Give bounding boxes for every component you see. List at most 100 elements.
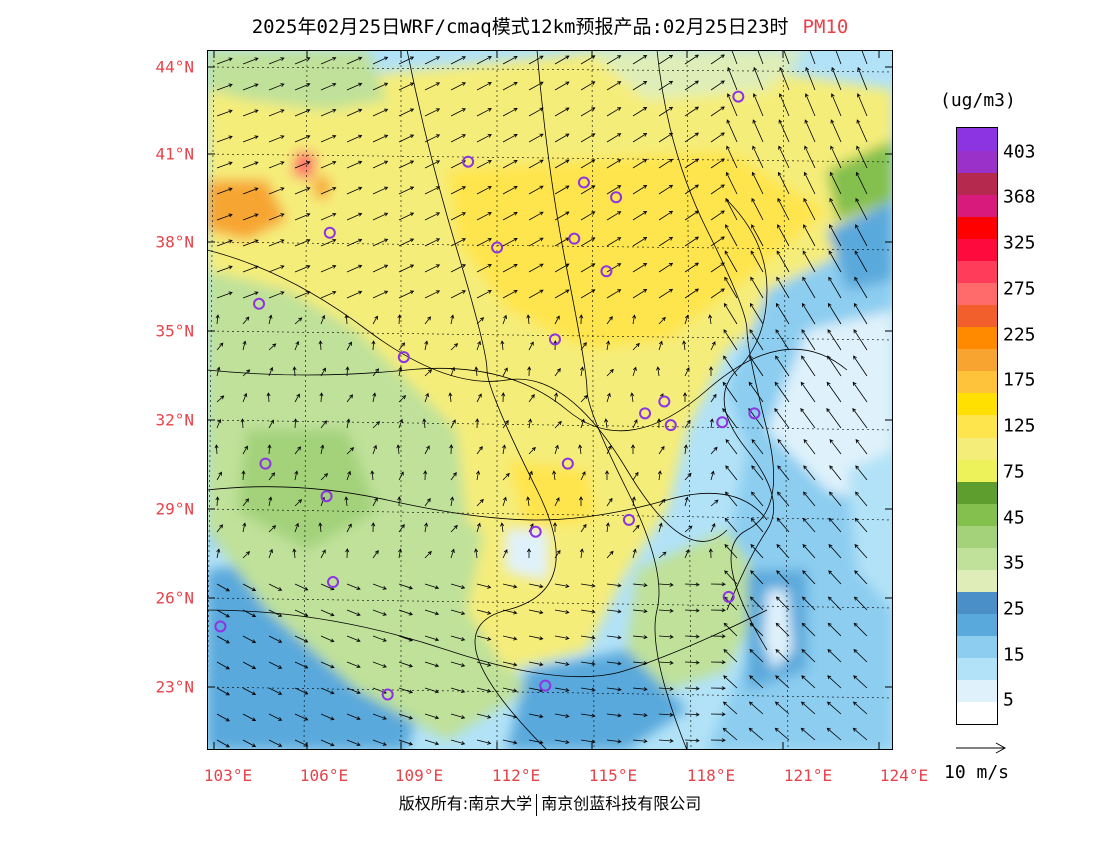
wind-vector (320, 56, 337, 65)
wind-vector (450, 548, 455, 559)
colorbar-segment (957, 260, 997, 283)
lat-label: 32°N (155, 410, 194, 430)
wind-vector (684, 582, 700, 587)
wind-vector (684, 236, 700, 247)
wind-vector (554, 687, 570, 692)
wind-vector (658, 712, 674, 717)
wind-vector (829, 171, 842, 195)
wind-vector (827, 596, 842, 611)
wind-vector (242, 498, 250, 507)
wind-vector (476, 160, 492, 169)
wind-vector (450, 108, 467, 117)
colorbar-label: 5 (1003, 689, 1014, 711)
wind-vector (372, 108, 389, 117)
wind-vector (398, 395, 407, 403)
wind-vector (398, 134, 415, 143)
wind-vector (724, 543, 738, 559)
wind-vector (861, 50, 868, 65)
wind-vector (242, 392, 248, 403)
wind-vector (424, 212, 441, 221)
wind-vector (606, 133, 622, 143)
wind-vector (856, 145, 868, 169)
wind-vector (398, 108, 415, 117)
wind-vector (658, 262, 674, 273)
wind-vector (710, 393, 717, 403)
wind-vector (346, 82, 363, 91)
wind-vector (783, 50, 790, 65)
wind-vector (423, 470, 428, 481)
wind-vector (710, 446, 718, 455)
wind-vector (775, 622, 790, 637)
wind-vector (346, 238, 363, 247)
wind-vector (268, 239, 285, 247)
wind-vector (502, 237, 518, 247)
wind-vector (216, 265, 233, 273)
wind-vector (294, 583, 309, 591)
station-marker (716, 416, 729, 429)
wind-vector (684, 288, 700, 299)
wind-vector (476, 108, 492, 117)
colorbar-segment (957, 459, 997, 482)
wind-vector (476, 134, 492, 143)
wind-vector (397, 314, 402, 325)
wind-vector (320, 212, 337, 221)
wind-vector (294, 265, 311, 273)
station-marker (253, 297, 266, 310)
wind-vector (632, 524, 640, 533)
wind-vector (802, 543, 816, 559)
colorbar-segment (957, 679, 997, 703)
wind-vector (268, 687, 283, 695)
wind-vector (828, 276, 842, 299)
wind-vector (749, 675, 764, 689)
wind-vector (800, 381, 816, 403)
wind-vector (580, 471, 586, 481)
wind-vector (632, 713, 648, 718)
wind-vector (372, 609, 387, 616)
wind-vector (450, 314, 455, 325)
wind-vector (268, 57, 285, 65)
wind-vector (722, 727, 738, 741)
title-main: 2025年02月25日WRF/cmaq模式12km预报产品:02月25日23时 (251, 16, 789, 38)
station-marker (561, 457, 574, 470)
wind-vector (809, 50, 816, 65)
wind-vector (528, 107, 544, 117)
wind-vector (346, 264, 363, 273)
wind-vector (552, 522, 558, 532)
wind-vector (725, 491, 738, 507)
wind-vector (320, 367, 326, 377)
wind-vector (398, 186, 415, 195)
wind-vector (658, 498, 666, 507)
colorbar-segment (957, 657, 997, 681)
wind-vector (580, 687, 596, 692)
wind-vector (684, 634, 700, 639)
wind-vector (216, 135, 233, 143)
wind-vector (554, 133, 570, 143)
wind-vector (476, 470, 481, 481)
wind-vector (852, 701, 868, 715)
lat-label: 23°N (155, 677, 194, 697)
wind-vector (606, 583, 622, 588)
wind-vector (684, 262, 700, 273)
wind-vector (826, 381, 842, 403)
wind-vector (346, 134, 363, 143)
wind-vector (606, 316, 613, 325)
wind-vector (855, 465, 868, 481)
wind-vector (606, 661, 622, 666)
wind-vector (658, 686, 674, 691)
graticule (207, 50, 893, 750)
wind-vector (266, 392, 271, 403)
wind-vector (242, 109, 259, 117)
wind-vector (830, 93, 842, 117)
wind-vector (372, 661, 387, 668)
wind-vector (658, 582, 674, 587)
wind-vector (632, 661, 648, 666)
wind-vector (775, 302, 790, 325)
wind-vector (752, 145, 764, 169)
wind-vector (240, 418, 245, 429)
wind-vector (578, 444, 583, 455)
wind-vector (829, 439, 842, 455)
wind-vector (320, 108, 337, 117)
wind-vector (268, 661, 283, 669)
wind-vector (829, 197, 842, 221)
wind-vector (450, 343, 459, 351)
